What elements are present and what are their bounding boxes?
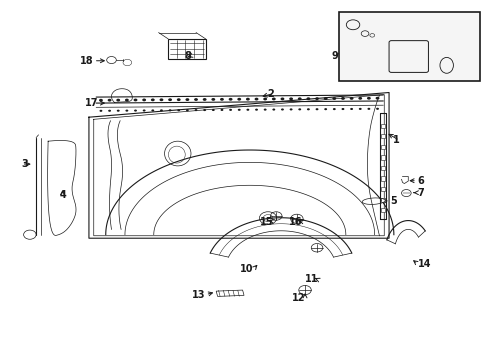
Circle shape	[229, 109, 232, 111]
Circle shape	[220, 98, 224, 101]
Circle shape	[237, 98, 241, 101]
Circle shape	[246, 109, 249, 111]
Circle shape	[211, 98, 215, 101]
Bar	[381, 145, 385, 149]
Circle shape	[376, 97, 379, 100]
Circle shape	[341, 97, 345, 100]
Circle shape	[255, 98, 258, 100]
Circle shape	[359, 108, 362, 110]
Text: 6: 6	[417, 176, 424, 186]
Circle shape	[315, 97, 319, 100]
Circle shape	[125, 99, 129, 102]
Text: 8: 8	[184, 51, 191, 61]
Bar	[381, 187, 385, 191]
Circle shape	[99, 110, 102, 112]
Circle shape	[134, 109, 137, 112]
Circle shape	[263, 98, 267, 100]
Text: 4: 4	[59, 190, 66, 200]
Circle shape	[367, 97, 371, 100]
Circle shape	[108, 99, 112, 102]
Circle shape	[316, 108, 318, 110]
Circle shape	[134, 99, 137, 102]
Circle shape	[229, 98, 233, 101]
Circle shape	[177, 109, 180, 111]
Circle shape	[117, 110, 120, 112]
Text: 10: 10	[240, 264, 254, 274]
Circle shape	[203, 98, 207, 101]
Circle shape	[160, 98, 163, 101]
Text: 12: 12	[292, 293, 305, 303]
Text: 14: 14	[418, 259, 431, 269]
Circle shape	[264, 109, 267, 111]
Circle shape	[281, 98, 284, 100]
Circle shape	[342, 108, 344, 110]
Circle shape	[376, 108, 379, 110]
Circle shape	[350, 97, 353, 100]
Circle shape	[142, 99, 146, 101]
Bar	[168, 39, 206, 59]
Circle shape	[238, 109, 241, 111]
Circle shape	[195, 109, 197, 111]
Circle shape	[169, 109, 171, 111]
Circle shape	[350, 108, 353, 110]
Bar	[381, 123, 385, 128]
Circle shape	[151, 109, 154, 112]
Circle shape	[333, 108, 336, 110]
Circle shape	[168, 98, 172, 101]
Text: 15: 15	[260, 217, 274, 227]
Bar	[381, 198, 385, 202]
Circle shape	[143, 109, 146, 112]
Circle shape	[289, 98, 293, 100]
Circle shape	[116, 99, 120, 102]
Circle shape	[298, 97, 302, 100]
Circle shape	[160, 109, 163, 112]
Circle shape	[298, 108, 301, 111]
Circle shape	[272, 108, 275, 111]
Bar	[381, 208, 385, 212]
Circle shape	[220, 109, 223, 111]
Circle shape	[368, 108, 370, 110]
Text: 2: 2	[267, 89, 274, 99]
Circle shape	[281, 108, 284, 111]
Circle shape	[212, 109, 215, 111]
Circle shape	[108, 110, 111, 112]
Text: 3: 3	[22, 159, 28, 169]
Circle shape	[177, 98, 181, 101]
Circle shape	[272, 98, 276, 100]
Circle shape	[246, 98, 250, 100]
Circle shape	[255, 109, 258, 111]
Bar	[381, 166, 385, 170]
Circle shape	[358, 97, 362, 100]
Text: 9: 9	[332, 51, 339, 61]
Circle shape	[203, 109, 206, 111]
Circle shape	[306, 97, 310, 100]
Text: 7: 7	[417, 188, 424, 198]
Circle shape	[332, 97, 336, 100]
Circle shape	[125, 109, 128, 112]
Bar	[339, 12, 480, 81]
Text: 5: 5	[390, 196, 397, 206]
Circle shape	[151, 98, 155, 101]
Circle shape	[324, 108, 327, 110]
Circle shape	[194, 98, 198, 101]
Text: 16: 16	[289, 217, 303, 227]
Text: 1: 1	[393, 135, 400, 145]
Bar	[381, 134, 385, 138]
Circle shape	[324, 97, 328, 100]
Circle shape	[186, 109, 189, 111]
Text: 11: 11	[304, 274, 318, 284]
Circle shape	[307, 108, 310, 111]
Circle shape	[185, 98, 189, 101]
Text: 13: 13	[192, 290, 206, 300]
Text: 17: 17	[85, 98, 98, 108]
Text: 18: 18	[80, 56, 94, 66]
Bar	[381, 176, 385, 181]
Circle shape	[99, 99, 103, 102]
Circle shape	[290, 108, 293, 111]
Bar	[381, 155, 385, 159]
